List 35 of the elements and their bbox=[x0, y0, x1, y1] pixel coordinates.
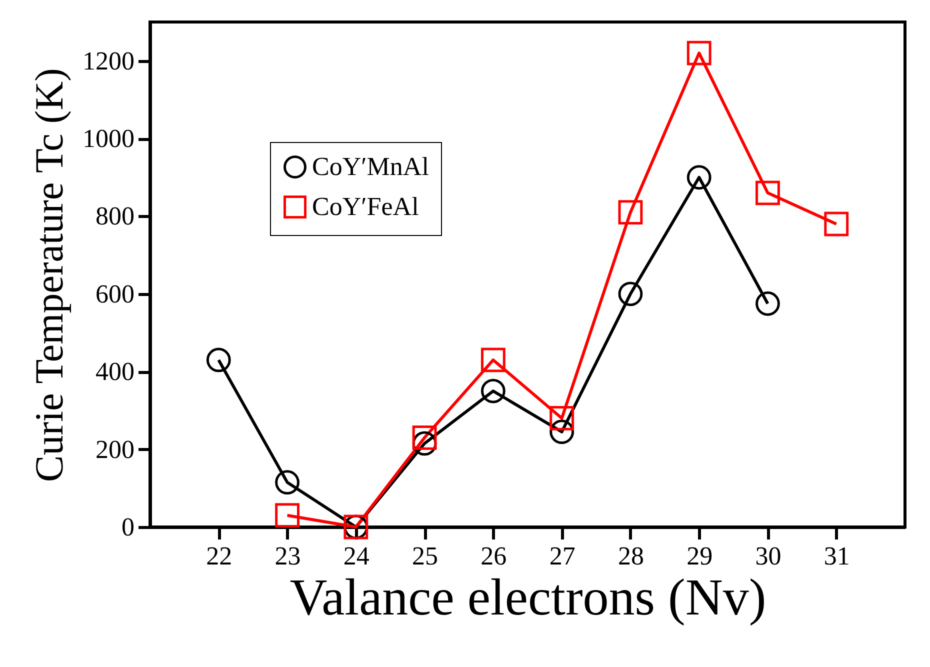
point bbox=[824, 212, 849, 236]
y-tick-label: 0 bbox=[122, 512, 134, 542]
point bbox=[686, 40, 712, 66]
x-tick-label: 28 bbox=[618, 542, 644, 570]
x-tick-label: 23 bbox=[274, 542, 301, 570]
y-tick-label: 200 bbox=[96, 434, 134, 464]
point bbox=[480, 348, 506, 372]
point bbox=[618, 282, 643, 306]
y-tick-label: 1000 bbox=[82, 124, 134, 154]
point bbox=[480, 378, 506, 404]
y-tick-label: 1200 bbox=[82, 46, 134, 76]
x-axis-title: Valance electrons (Nv) bbox=[290, 570, 766, 626]
point bbox=[756, 291, 780, 316]
y-tick-label: 400 bbox=[96, 357, 134, 386]
y-tick-label: 600 bbox=[96, 279, 134, 308]
point bbox=[275, 503, 300, 528]
x-tick-label: 29 bbox=[686, 542, 713, 570]
x-tick-label: 26 bbox=[480, 542, 507, 570]
x-tick-label: 25 bbox=[412, 542, 438, 570]
point bbox=[412, 425, 437, 450]
y-tick-label: 800 bbox=[96, 202, 134, 231]
y-axis-title: Curie Temperature Tc (K) bbox=[26, 68, 72, 482]
point bbox=[275, 470, 300, 495]
point bbox=[206, 348, 231, 372]
point bbox=[618, 200, 643, 225]
point bbox=[686, 165, 712, 190]
x-tick-label: 22 bbox=[206, 542, 232, 570]
x-tick-label: 31 bbox=[824, 542, 850, 570]
x-tick-label: 30 bbox=[755, 542, 782, 570]
legend-label: CoY′FeAl bbox=[312, 192, 419, 221]
legend-label: CoY′MnAl bbox=[312, 152, 429, 181]
x-tick-label: 27 bbox=[549, 542, 576, 570]
point bbox=[550, 406, 574, 430]
point bbox=[756, 180, 780, 206]
x-tick-label: 24 bbox=[343, 542, 370, 570]
